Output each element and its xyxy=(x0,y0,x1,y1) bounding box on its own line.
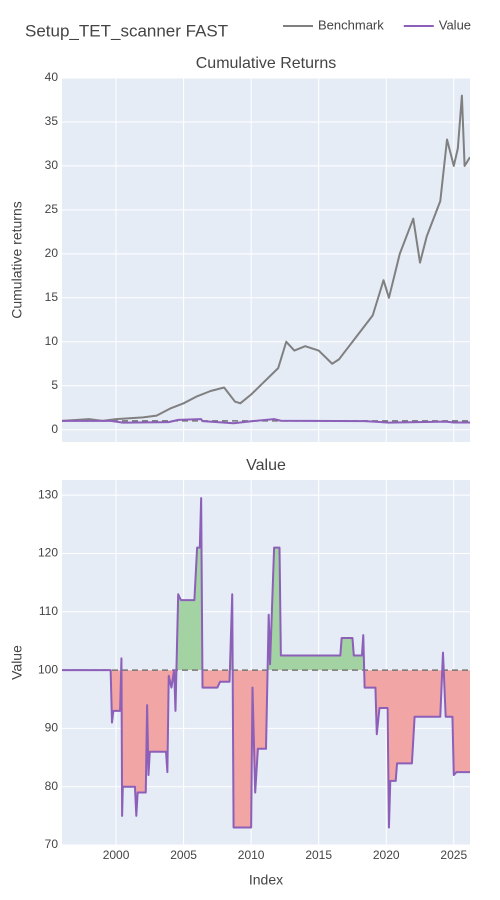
series-line xyxy=(62,497,470,829)
y-tick-label: 130 xyxy=(38,487,58,501)
y-tick-label: 100 xyxy=(38,662,58,676)
x-tick-label: 2000 xyxy=(103,848,130,862)
x-tick-label: 2015 xyxy=(305,848,332,862)
legend-label: Value xyxy=(439,17,471,32)
y-tick-label: 90 xyxy=(45,721,59,735)
y-tick-label: 70 xyxy=(45,837,59,851)
y-tick-label: 10 xyxy=(45,334,59,348)
x-tick-label: 2010 xyxy=(238,848,265,862)
x-axis-label: Index xyxy=(249,872,283,888)
y-tick-label: 25 xyxy=(45,202,59,216)
y-tick-label: 5 xyxy=(51,378,58,392)
y-tick-label: 80 xyxy=(45,779,59,793)
y-tick-label: 110 xyxy=(39,604,58,618)
y-axis-label: Value xyxy=(9,645,25,680)
legend-label: Benchmark xyxy=(318,17,384,32)
subplot-title: Cumulative Returns xyxy=(196,55,337,72)
y-tick-label: 35 xyxy=(45,114,59,128)
y-tick-label: 20 xyxy=(45,246,59,260)
y-tick-label: 40 xyxy=(45,70,59,84)
plot-layer xyxy=(62,94,470,425)
figure-title: Setup_TET_scanner FAST xyxy=(25,21,228,40)
plot-background xyxy=(62,78,470,442)
y-tick-label: 15 xyxy=(45,290,59,304)
y-tick-label: 0 xyxy=(51,422,58,436)
x-tick-label: 2020 xyxy=(373,848,400,862)
x-tick-label: 2025 xyxy=(440,848,467,862)
series-line xyxy=(62,418,470,425)
plot-layer xyxy=(62,497,470,829)
y-tick-label: 120 xyxy=(38,546,58,560)
subplot-title: Value xyxy=(246,457,286,474)
y-tick-label: 30 xyxy=(45,158,59,172)
y-axis-label: Cumulative returns xyxy=(9,201,25,319)
series-line xyxy=(62,94,470,422)
x-tick-label: 2005 xyxy=(170,848,197,862)
